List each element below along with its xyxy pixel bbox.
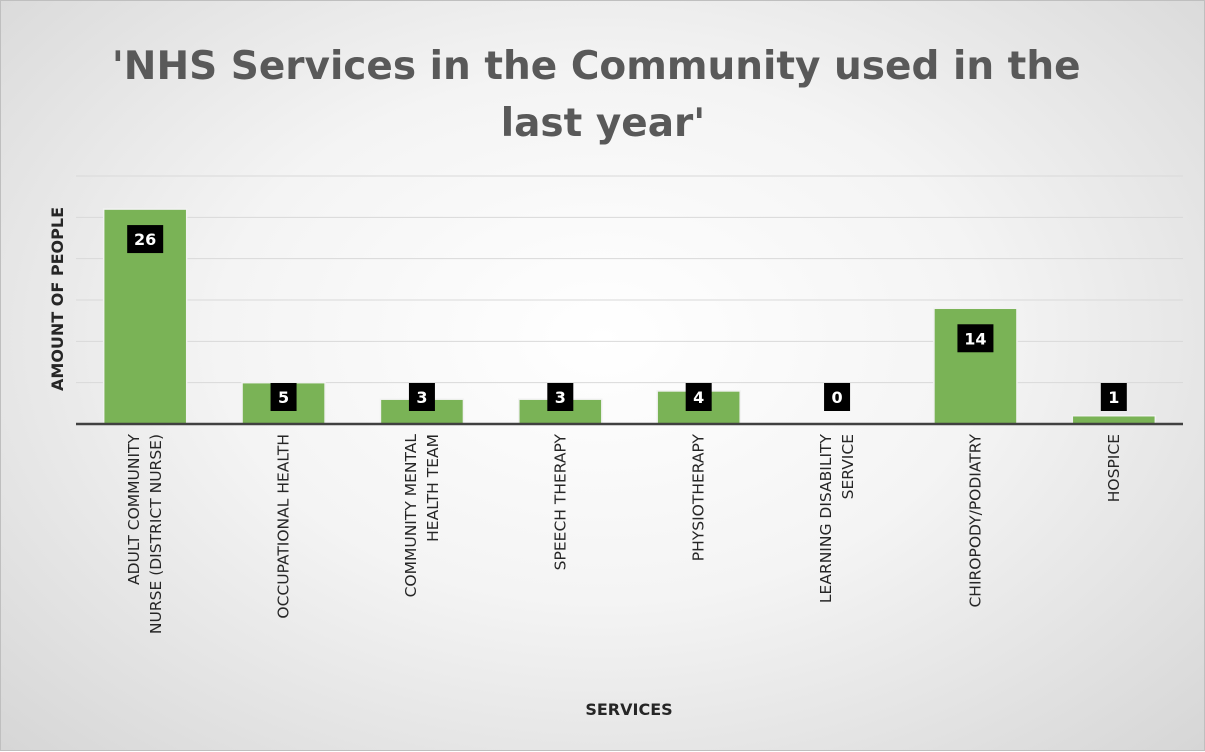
data-label-box [547,383,574,411]
data-label: 3 [547,383,574,411]
x-tick-label: HOSPICE [1105,434,1123,502]
x-tick-label-line: PHYSIOTHERAPY [690,433,708,561]
bars [102,208,1157,425]
x-tick-label: PHYSIOTHERAPY [690,433,708,561]
data-label-box [408,383,435,411]
x-tick-label: CHIROPODY/PODIATRY [966,433,984,607]
x-axis-title: SERVICES [585,700,672,719]
data-label-text: 14 [964,329,986,348]
x-tick-label: ADULT COMMUNITY NURSE (DISTRICT NURSE) [125,433,165,634]
x-tick-label-line: CHIROPODY/PODIATRY [966,433,984,607]
x-tick-label-line: LEARNING DISABILITY [817,433,835,603]
x-tick-label-line: SPEECH THERAPY [551,433,569,570]
data-labels: 26 5 3 3 4 0 14 1 [127,225,1127,411]
data-label-box [957,324,994,353]
x-tick-label: SPEECH THERAPY [551,433,569,570]
chart-title-line-2: last year' [501,101,705,146]
data-label: 3 [408,383,435,411]
x-tick-label-line: COMMUNITY MENTAL [402,434,420,598]
x-tick-labels: ADULT COMMUNITY NURSE (DISTRICT NURSE) OCC… [125,433,1123,634]
data-label: 1 [1100,383,1127,411]
data-label-box [824,383,851,411]
data-label-text: 1 [1108,388,1119,407]
chart-title-line-1: 'NHS Services in the Community used in t… [112,44,1081,89]
x-tick-label: COMMUNITY MENTAL HEALTH TEAM [402,434,442,598]
x-tick-label-line: OCCUPATIONAL HEALTH [275,434,293,619]
data-label: 14 [957,324,994,353]
data-label-box [270,383,297,411]
data-label-text: 3 [555,388,566,407]
data-label-text: 3 [416,388,427,407]
x-tick-label-line: NURSE (DISTRICT NURSE) [147,434,165,634]
data-label-box [1100,383,1127,411]
data-label-text: 26 [134,230,156,249]
chart-title: 'NHS Services in the Community used in t… [112,44,1094,146]
data-label: 26 [127,225,164,254]
data-label-box [127,225,164,254]
data-label: 5 [270,383,297,411]
data-label-box [685,383,712,411]
x-tick-label-line: SERVICE [839,434,857,499]
y-axis-title: AMOUNT OF PEOPLE [48,207,67,391]
data-label-text: 5 [278,388,289,407]
x-tick-label-line: HEALTH TEAM [424,434,442,542]
data-label-text: 4 [693,388,704,407]
data-label-text: 0 [831,388,842,407]
x-tick-label-line: HOSPICE [1105,434,1123,502]
x-tick-label: OCCUPATIONAL HEALTH [275,434,293,619]
x-tick-label: LEARNING DISABILITY SERVICE [817,433,857,603]
data-label: 0 [824,383,851,411]
x-tick-label-line: ADULT COMMUNITY [125,433,143,585]
data-label: 4 [685,383,712,411]
